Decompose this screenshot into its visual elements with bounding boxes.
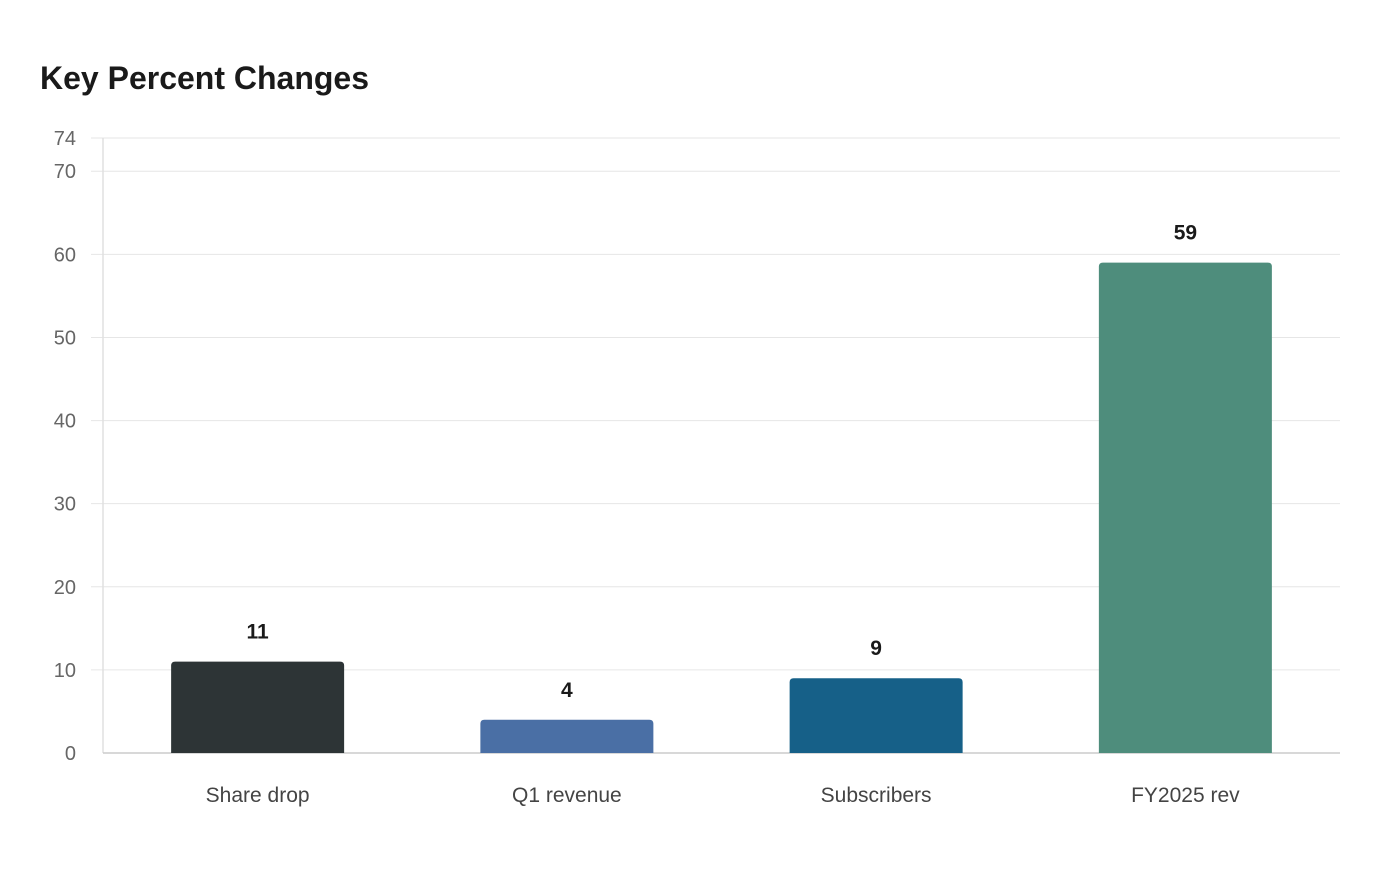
data-label: 4 [561,679,573,702]
y-tick-label: 60 [54,244,76,266]
y-tick-labels: 0 10 20 30 40 50 60 70 74 [54,128,76,765]
y-tick-label: 20 [54,577,76,599]
y-tick-label: 10 [54,660,76,682]
chart-title: Key Percent Changes [40,60,370,96]
category-label: FY2025 rev [1131,784,1240,807]
y-tick-label: 74 [54,128,76,150]
bar [480,719,654,753]
y-tick-label: 40 [54,411,76,433]
data-label: 59 [1174,222,1197,245]
category-label: Share drop [206,784,310,807]
data-label: 11 [247,621,270,644]
y-tick-label: 30 [54,494,76,516]
y-tick-label: 0 [65,743,76,765]
bar [789,678,963,753]
category-label: Q1 revenue [512,784,622,807]
category-labels: Share drop Q1 revenue Subscribers FY2025 re… [206,784,1240,807]
bar [1098,262,1272,753]
data-labels: 11 4 9 59 [247,222,1198,702]
data-label: 9 [870,637,882,660]
category-label: Subscribers [821,784,932,807]
bar [171,661,345,753]
y-tick-label: 70 [54,161,76,183]
bars [171,262,1272,753]
y-tick-label: 50 [54,327,76,349]
